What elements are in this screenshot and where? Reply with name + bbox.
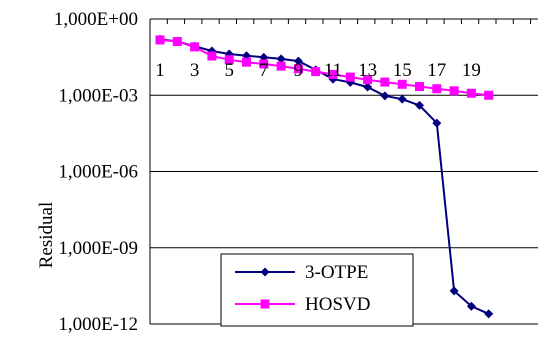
- data-point: [484, 309, 494, 319]
- legend-label: 3-OTPE: [305, 262, 368, 283]
- data-point: [415, 100, 424, 110]
- y-tick-label: 1,000E-12: [58, 314, 138, 335]
- legend: 3-OTPE HOSVD: [220, 253, 414, 327]
- data-point: [276, 54, 286, 64]
- data-point: [363, 82, 373, 92]
- data-point: [380, 91, 390, 101]
- legend-label: HOSVD: [305, 294, 370, 315]
- data-point: [293, 64, 303, 74]
- legend-marker: [260, 267, 270, 277]
- x-tick-label: 7: [259, 60, 269, 81]
- data-point: [432, 84, 442, 94]
- x-tick-label: 9: [294, 60, 304, 81]
- y-tick-label: 1,000E-09: [58, 238, 138, 259]
- x-tick-label: 11: [324, 60, 342, 81]
- series-HOSVD: [155, 35, 494, 100]
- data-point: [242, 57, 251, 67]
- x-tick-label: 15: [393, 60, 412, 81]
- data-point: [380, 77, 390, 87]
- data-point: [328, 69, 338, 79]
- x-tick-label: 19: [462, 60, 481, 81]
- data-point: [449, 86, 459, 96]
- x-tick-label: 5: [224, 60, 234, 81]
- data-point: [259, 59, 269, 69]
- data-point: [224, 55, 234, 65]
- data-point: [293, 56, 303, 66]
- legend-marker: [260, 299, 270, 309]
- data-point: [466, 301, 476, 311]
- data-point: [449, 286, 459, 296]
- y-tick-label: 1,000E-03: [58, 85, 138, 106]
- data-point: [466, 88, 476, 98]
- data-point: [276, 61, 286, 71]
- data-point: [484, 90, 494, 100]
- data-point: [155, 35, 165, 45]
- series-layer: [155, 34, 494, 319]
- data-point: [397, 79, 407, 89]
- data-point: [363, 75, 373, 85]
- axis-layer: [149, 19, 532, 324]
- label-layer: 1,000E+00 1,000E-03 1,000E-06 1,000E-09 1,00…: [36, 9, 481, 335]
- data-point: [190, 42, 200, 52]
- data-point: [415, 82, 424, 92]
- x-tick-label: 3: [190, 60, 200, 81]
- data-point: [311, 67, 321, 77]
- data-point: [397, 94, 407, 104]
- legend-box: [220, 253, 414, 327]
- y-tick-label: 1,000E+00: [54, 9, 138, 30]
- data-point: [172, 37, 182, 47]
- x-tick-label: 1: [155, 60, 165, 81]
- data-point: [345, 72, 355, 82]
- data-point: [432, 118, 442, 128]
- x-tick-label: 17: [427, 60, 446, 81]
- x-tick-label: 13: [358, 60, 377, 81]
- data-point: [207, 51, 217, 61]
- y-tick-label: 1,000E-06: [58, 162, 138, 183]
- y-axis-label: Residual: [36, 202, 57, 269]
